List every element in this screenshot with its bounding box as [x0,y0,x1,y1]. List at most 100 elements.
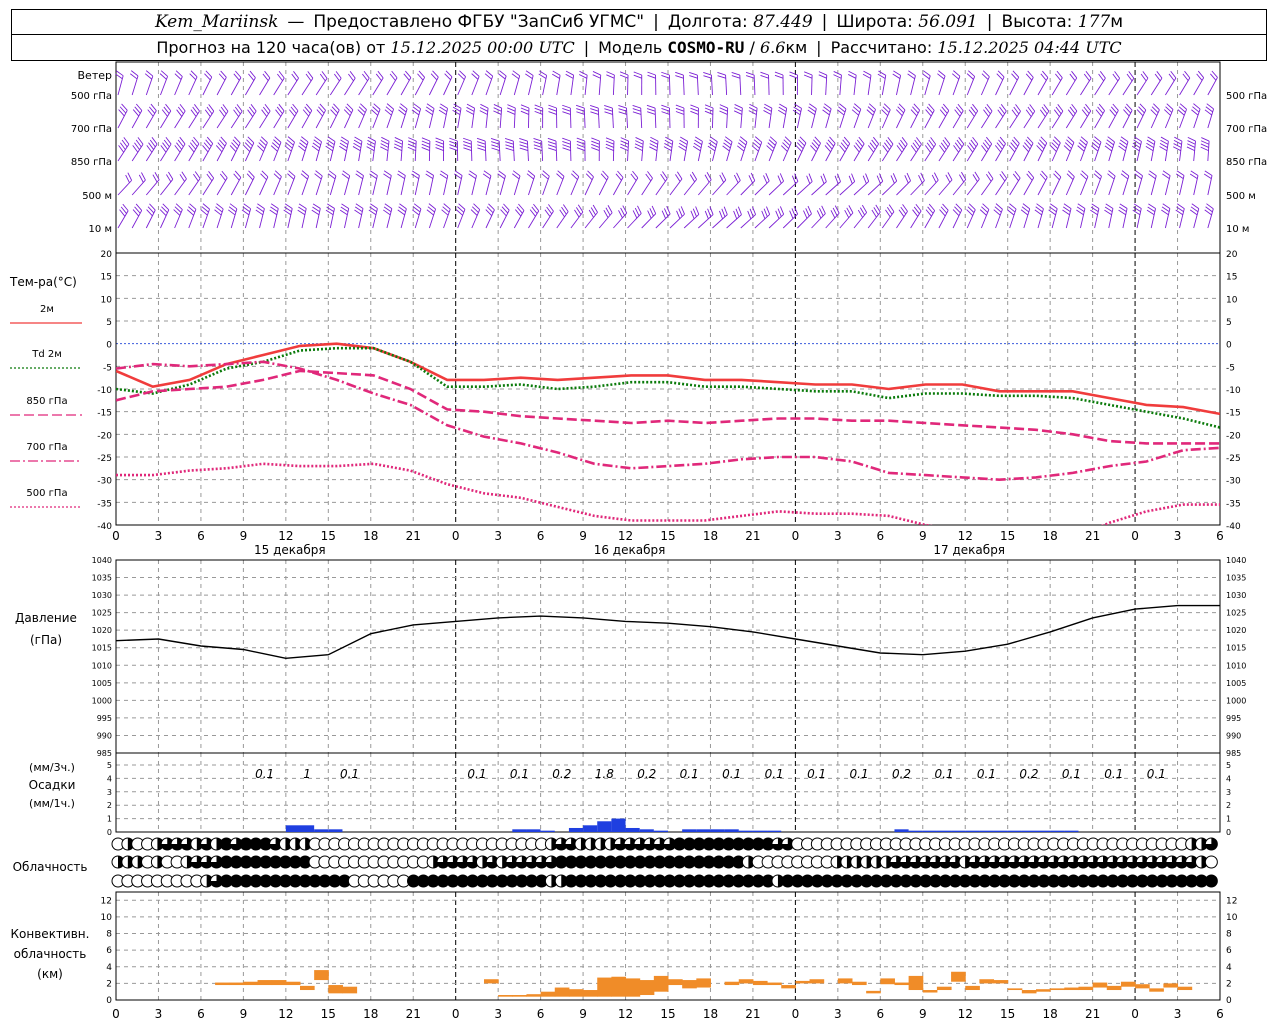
wind-barb [669,171,683,196]
cloud-symbol [633,837,647,851]
conv-title-line1: Конвективн. [11,927,90,941]
wind-barb [354,203,364,229]
precip-bar [922,830,937,832]
wind-barb [647,71,657,96]
prec-tick-label-right: 5 [1226,761,1231,770]
wind-barb [160,103,172,129]
wind-barb [848,70,857,96]
wind-barb [562,104,572,129]
wind-barb [273,170,282,196]
wind-barb [160,136,172,162]
wind-barb [528,203,540,229]
wind-barb [130,70,139,96]
wind-barb [995,70,1005,96]
cloud-symbol [160,837,174,851]
wind-barb [200,203,210,229]
wind-barb [439,170,449,196]
wind-barb [145,103,157,129]
wind-barb [1164,103,1174,129]
conv-cloud-bar [1036,989,1051,992]
x-tick-label-bottom: 12 [958,1007,973,1021]
pres-tick-label-right: 995 [1226,714,1241,723]
x-tick-label-bottom: 15 [321,1007,336,1021]
pres-tick-label-right: 1020 [1226,626,1246,635]
wind-barb [839,136,851,162]
wind-barb [1189,170,1199,196]
temp-tick-label-right: 0 [1226,341,1232,351]
wind-barb [824,136,836,162]
conv-cloud-bar [498,995,513,997]
precip-bar [993,830,1008,832]
model-resolution: 6.6 [759,38,786,57]
wind-barb [227,203,238,229]
wind-barb [383,203,393,229]
cloud-symbol [623,837,637,851]
conv-cloud-bar [1135,984,1150,989]
wind-barb [541,170,550,196]
wind-barb [570,170,580,196]
conv-cloud-bar [243,981,259,986]
wind-barb [760,71,770,96]
cloud-symbol [988,855,1002,869]
calc-label: Рассчитано: [830,38,933,57]
temp-tick-label-right: -20 [1226,431,1241,441]
wind-barb [484,70,494,96]
wind-barb [1148,170,1157,196]
conv-cloud-bar [1120,981,1136,987]
wind-barb [284,136,295,162]
x-tick-label-bottom: 0 [792,1007,800,1021]
wind-barb [1150,71,1163,96]
wind-barb [766,136,777,162]
wind-barb [1134,170,1143,196]
temp-tick-label-left: 5 [106,318,112,328]
temp-tick-label-right: -25 [1226,454,1241,464]
wind-barb [641,171,653,196]
conv-cloud-bar [668,979,683,986]
wind-barb [910,203,922,229]
legend-label: Td 2м [31,349,62,360]
x-tick-label: 12 [278,529,293,543]
temp-tick-label-right: 15 [1226,273,1237,283]
model-resolution-unit: км [785,38,808,57]
wind-barb [449,137,459,162]
wind-barb [273,70,285,96]
pres-unit: (гПа) [30,633,62,647]
wind-barb [952,137,965,162]
wind-barb [443,70,453,96]
temp-series-line [116,462,1220,525]
wind-barb [383,170,392,196]
wind-barb [371,103,381,129]
precip-bar [1036,830,1051,832]
wind-barb [1204,103,1215,129]
prec-tick-label-left: 3 [107,788,112,797]
wind-barb [853,136,865,162]
conv-cloud-bar [1092,982,1108,988]
wind-barb [1193,70,1205,96]
wind-barb [1022,136,1034,162]
precip-sum-label: 0.2 [637,767,656,781]
wind-barb [287,170,296,196]
wind-barb [468,170,477,196]
wind-barb [712,206,728,229]
wind-barb [1173,136,1183,162]
precip-bar [894,829,909,832]
wind-barb [1008,136,1020,162]
temp-tick-label-left: -5 [103,363,112,373]
wind-barb [548,104,558,129]
wind-barb [117,203,129,229]
wind-barb [754,173,770,196]
precip-bar [696,829,711,832]
prec-unit-3h: (мм/3ч.) [29,761,75,774]
pres-tick-label-left: 995 [97,714,112,723]
pres-tick-label-right: 1030 [1226,591,1246,600]
wind-barb [675,104,685,129]
wind-barb [797,173,813,196]
x-tick-label-bottom: 3 [834,1007,842,1021]
wind-barb [780,136,792,162]
wind-barb [606,71,615,96]
wind-barb [504,138,515,162]
wind-barb [748,103,758,129]
conv-cloud-bar [1064,987,1079,991]
conv-tick-label-left: 10 [101,913,113,923]
wind-barb [1023,70,1034,96]
